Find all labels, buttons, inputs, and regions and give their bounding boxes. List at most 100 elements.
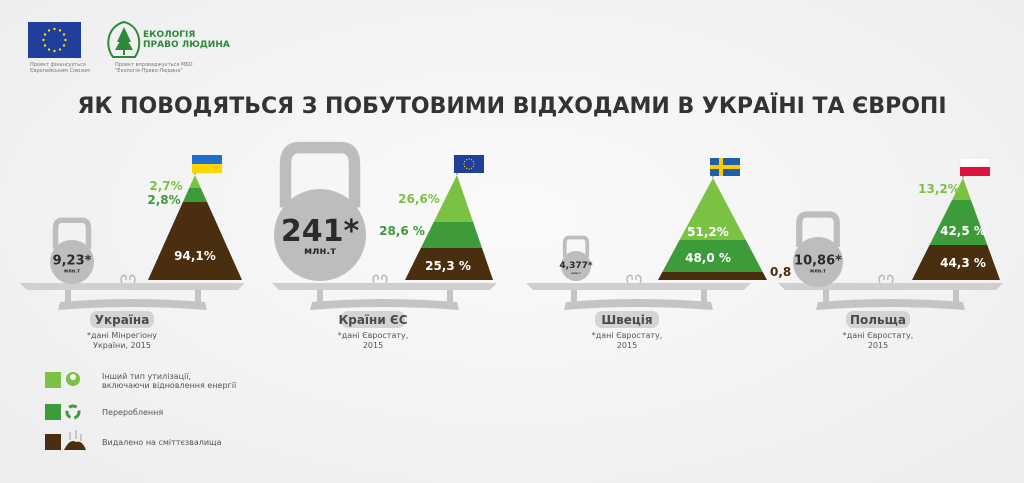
eu-star-icon (58, 48, 62, 51)
country-name: Країни ЄС (338, 313, 407, 327)
eu-star-icon (62, 33, 66, 36)
segment-percent-label: 28,6 % (379, 224, 425, 238)
eu-star-icon (62, 44, 66, 47)
source-note: 2015 (868, 341, 888, 350)
epl-logo-caption-1: Проект впроваджується МБО (115, 62, 193, 68)
country-panel: 241*млн.т 26,6% 28,6 % 25,3 % Країни ЄС *дані… (272, 141, 497, 350)
scale-icon (778, 274, 1003, 310)
ukraine-flag-icon (192, 155, 222, 175)
eu-star-icon (47, 48, 51, 51)
epl-logo-text-1: ЕКОЛОГІЯ (143, 30, 195, 40)
pyramid-segment-other-use (679, 178, 746, 240)
segment-percent-label: 44,3 % (940, 256, 986, 270)
kettlebell-icon: 4,377*млн.т (559, 235, 593, 281)
scale-icon (272, 274, 497, 310)
eu-logo-caption-2: Європейським Союзом (30, 67, 90, 74)
weight-value: 4,377* (559, 261, 592, 271)
segment-percent-label: 2,7% (149, 179, 182, 193)
source-note: *дані Євростату, (592, 331, 663, 340)
pyramid-segment-recycling (420, 222, 483, 248)
eu-star-icon (43, 33, 47, 36)
weight-unit: млн.т (810, 269, 826, 275)
eu-star-icon (47, 29, 51, 32)
pyramid-segment-other-use (952, 178, 971, 200)
weight-unit: млн.т (571, 271, 581, 275)
legend-item-landfill: Видалено на сміттєзвалища (45, 430, 222, 450)
legend-label: Інший тип утилізації, (102, 372, 191, 381)
legend-item-other-use: Інший тип утилізації,включаючи відновлен… (45, 372, 237, 390)
country-label-pill (341, 311, 405, 328)
eu-star-icon (53, 27, 56, 31)
poland-flag-icon (959, 157, 991, 178)
pyramid-segment-landfill (405, 248, 493, 280)
recycle-icon (65, 404, 81, 420)
kettlebell-icon: 241*млн.т (274, 141, 366, 281)
pyramid-segment-recycling (662, 240, 763, 272)
country-panel: 10,86*млн.т 13,2% 42,5 % 44,3 % Польща *дані … (778, 157, 1003, 350)
waste-pyramid: 2,7%2,8% 94,1% (147, 175, 242, 280)
weight-unit: млн.т (304, 246, 336, 257)
country-label-pill (90, 311, 154, 328)
country-name: Україна (95, 313, 150, 327)
segment-percent-label: 13,2% (918, 182, 960, 196)
kettlebell-icon: 9,23*млн.т (50, 217, 94, 284)
country-panel: 9,23*млн.т 2,7%2,8% 94,1% Україна *дані Мінр… (20, 155, 245, 350)
weight-unit: млн.т (64, 269, 80, 275)
weight-value: 241* (281, 214, 360, 249)
pyramid-segment-recycling (929, 200, 988, 245)
pyramid-segment-landfill (912, 245, 1000, 280)
page-title: ЯК ПОВОДЯТЬСЯ З ПОБУТОВИМИ ВІДХОДАМИ В У… (78, 93, 947, 119)
legend-item-recycling: Перероблення (45, 404, 163, 420)
scale-icon (526, 274, 751, 310)
waste-pyramid: 26,6% 28,6 % 25,3 % (379, 175, 493, 280)
pyramid-segment-recycling (182, 188, 208, 202)
source-note: України, 2015 (93, 341, 151, 350)
eu-star-icon (58, 29, 62, 32)
legend-swatch (45, 372, 61, 388)
waste-pyramid: 51,2%48,0 %0,8 % (658, 178, 807, 280)
source-note: 2015 (617, 341, 637, 350)
legend-label: включаючи відновлення енергії (102, 381, 237, 390)
eu-logo: Проект фінансується Європейським Союзом (28, 22, 90, 74)
landfill-pile-icon (64, 430, 86, 450)
country-name: Швеція (601, 313, 652, 327)
weight-value: 10,86* (794, 254, 842, 269)
segment-percent-label: 26,6% (398, 192, 440, 206)
epl-logo-text-2: ПРАВО ЛЮДИНА (143, 40, 230, 50)
country-label-pill (846, 311, 910, 328)
segment-percent-label: 2,8% (147, 193, 180, 207)
source-note: 2015 (363, 341, 383, 350)
eu-star-icon (53, 49, 56, 53)
legend-swatch (45, 404, 61, 420)
legend-swatch (45, 434, 61, 450)
country-name: Польща (850, 313, 906, 327)
eu-logo-caption-1: Проект фінансується (30, 62, 86, 68)
sweden-flag-icon (710, 158, 740, 178)
scale-icon (20, 274, 245, 310)
eu-star-icon (64, 38, 67, 42)
eu-flag-icon (454, 155, 484, 175)
segment-percent-label: 48,0 % (685, 251, 731, 265)
source-note: *дані Євростату, (843, 331, 914, 340)
eu-star-icon (42, 38, 45, 42)
pyramid-segment-landfill (148, 202, 242, 280)
pyramid-segment-other-use (433, 175, 474, 222)
pyramid-segment-landfill (658, 272, 767, 280)
country-label-pill (595, 311, 659, 328)
waste-pyramid: 13,2% 42,5 % 44,3 % (912, 178, 1000, 280)
country-panel: 4,377*млн.т51,2%48,0 %0,8 %Швеція*дані Є… (526, 158, 807, 350)
eu-star-icon (43, 44, 47, 47)
epl-logo: ЕКОЛОГІЯ ПРАВО ЛЮДИНА Проект впроваджуєт… (107, 20, 230, 74)
kettlebell-icon: 10,86*млн.т (793, 211, 843, 287)
source-note: *дані Мінрегіону (87, 331, 157, 340)
segment-percent-label: 51,2% (687, 225, 729, 239)
epl-logo-caption-2: "Екологія-Право-Людина" (115, 68, 183, 74)
legend-label: Видалено на сміттєзвалища (102, 438, 222, 447)
segment-percent-label: 25,3 % (425, 259, 471, 273)
weight-value: 9,23* (53, 254, 92, 269)
pyramid-segment-other-use (189, 175, 201, 188)
legend-label: Перероблення (102, 408, 163, 417)
source-note: *дані Євростату, (338, 331, 409, 340)
segment-percent-label: 42,5 % (940, 224, 986, 238)
